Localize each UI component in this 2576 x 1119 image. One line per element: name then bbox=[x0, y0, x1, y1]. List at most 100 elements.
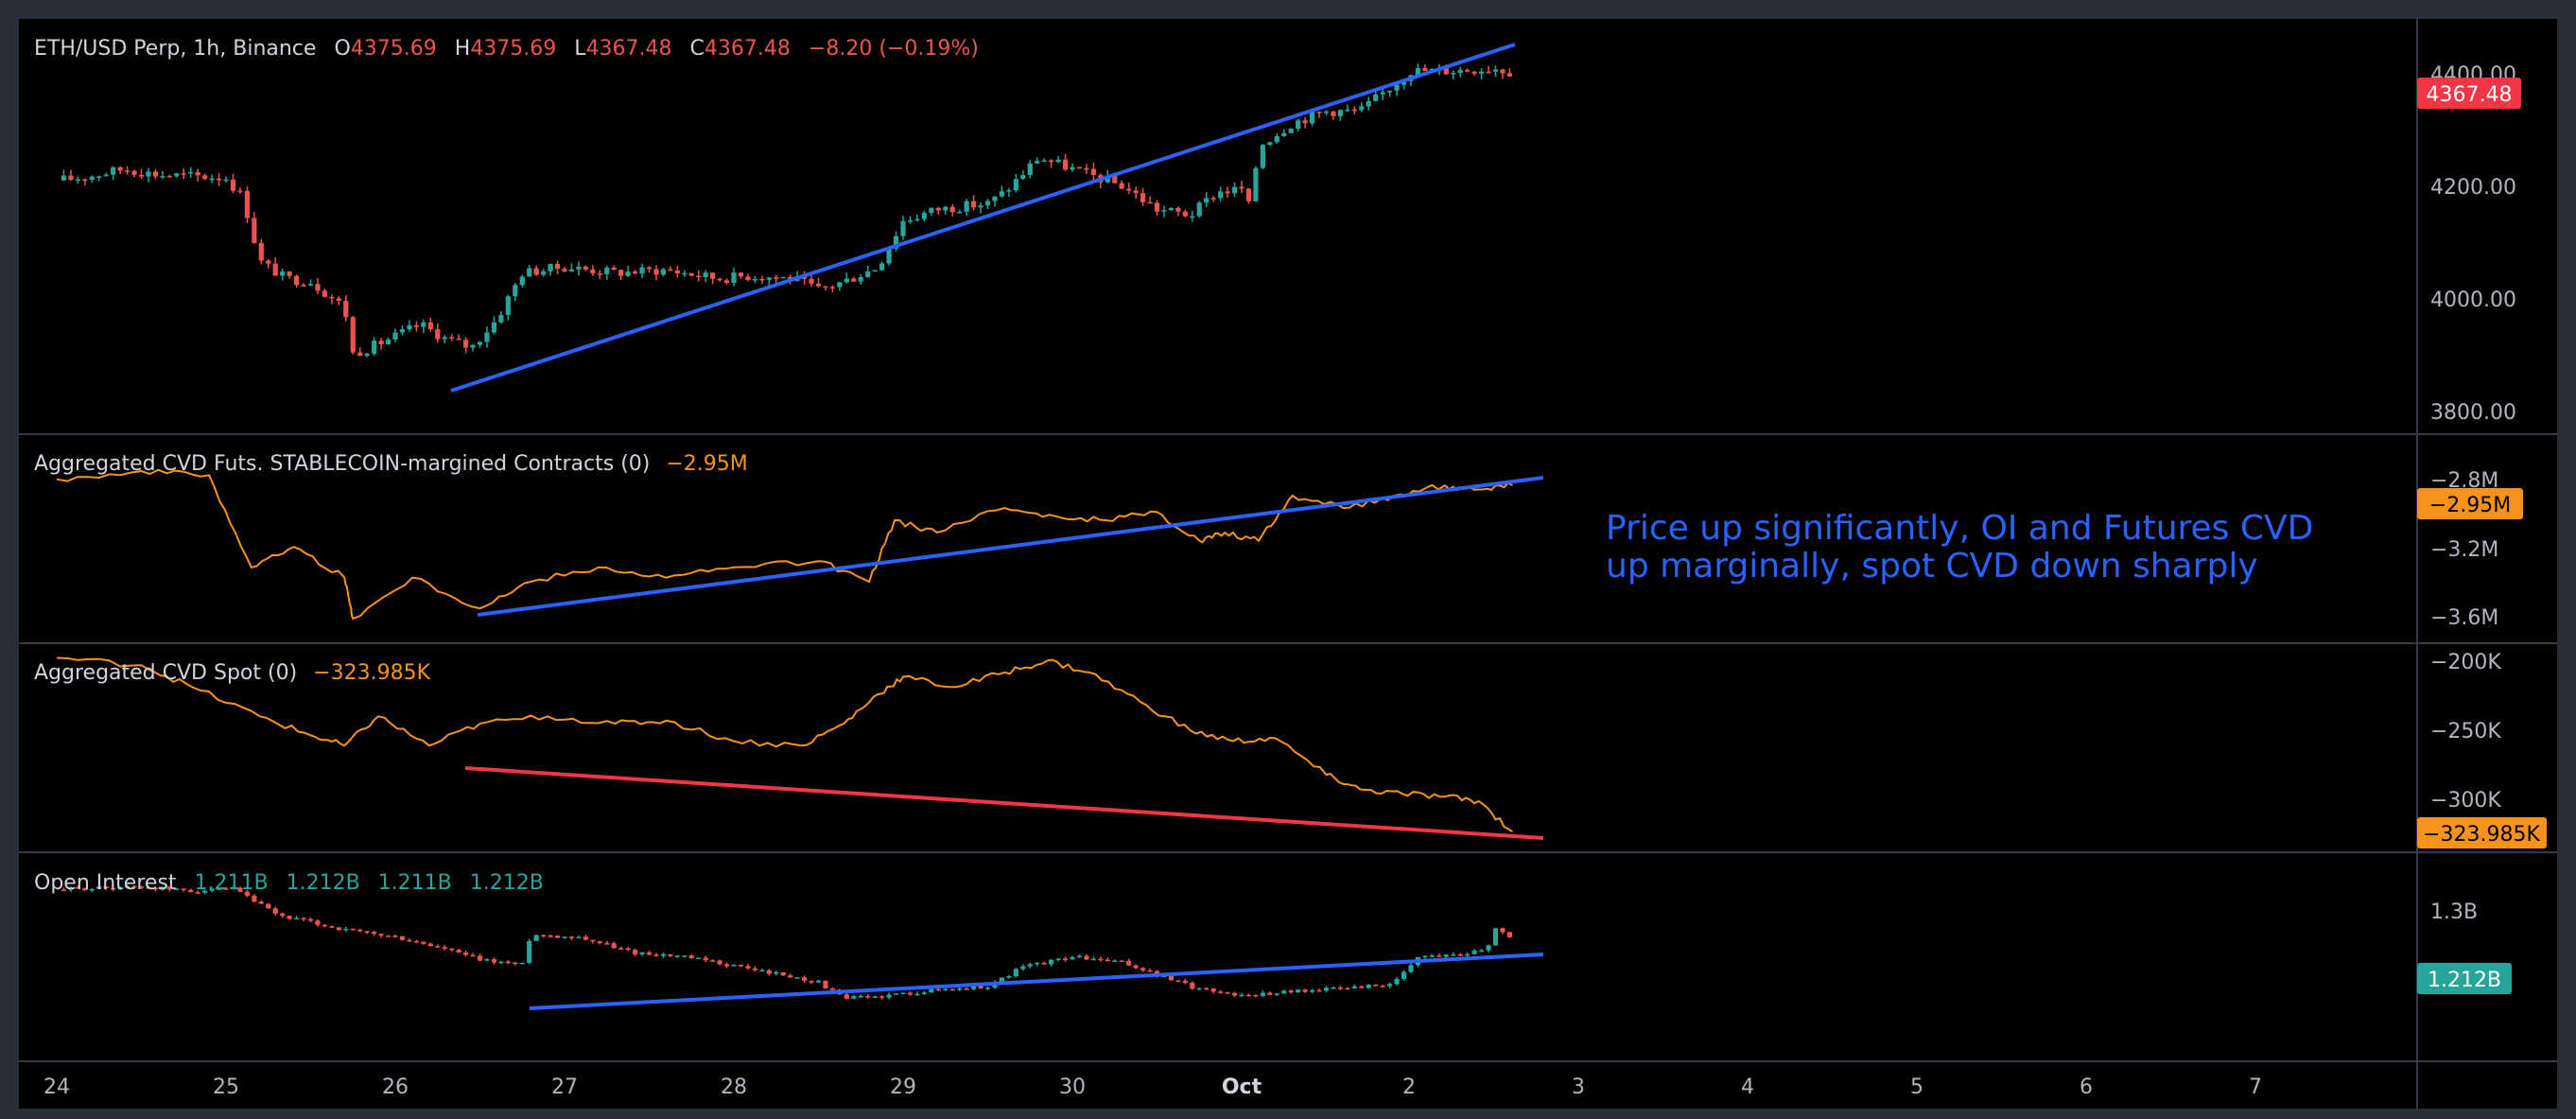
price-candle bbox=[111, 166, 116, 181]
price-candle bbox=[1126, 183, 1132, 194]
open-interest-candle bbox=[421, 941, 426, 945]
open-interest-candle bbox=[865, 993, 871, 999]
open-interest-candle bbox=[1210, 988, 1216, 994]
price-candle bbox=[844, 272, 849, 284]
time-axis[interactable]: 24 25 26 27 28 29 30 Oct 2 3 4 5 6 7 bbox=[44, 1075, 2262, 1099]
price-candle bbox=[1281, 129, 1287, 137]
price-trendline[interactable] bbox=[450, 43, 1516, 393]
price-candle bbox=[1035, 157, 1040, 165]
open-interest-candle bbox=[688, 953, 694, 959]
price-candle bbox=[1182, 209, 1188, 218]
open-interest-candles bbox=[61, 884, 1513, 1000]
price-candle bbox=[568, 263, 575, 272]
open-interest-candle bbox=[1429, 953, 1435, 958]
price-candle bbox=[1345, 104, 1350, 113]
open-interest-trendline[interactable] bbox=[529, 953, 1544, 1010]
price-candle bbox=[731, 268, 737, 287]
spot-cvd-legend: Aggregated CVD Spot (0) −323.985K bbox=[34, 661, 431, 685]
open-interest-low: 1.211B bbox=[378, 871, 452, 895]
spot-cvd-axis[interactable]: −200K −250K −300K bbox=[2430, 651, 2501, 813]
open-interest-candle bbox=[166, 886, 172, 892]
price-candle bbox=[1225, 186, 1230, 198]
price-candle bbox=[548, 263, 553, 276]
price-axis[interactable]: 4400.00 4200.00 4000.00 3800.00 bbox=[2430, 63, 2516, 425]
open-interest-candle bbox=[223, 886, 229, 890]
price-candle bbox=[829, 285, 836, 293]
open-interest-candle bbox=[943, 988, 949, 991]
price-candle bbox=[1451, 70, 1456, 80]
price-candle bbox=[152, 168, 159, 180]
price-candle bbox=[970, 195, 977, 211]
open-interest-candle bbox=[1098, 956, 1104, 962]
open-interest-candle bbox=[1451, 952, 1456, 956]
price-candle bbox=[752, 275, 757, 284]
open-interest-candle bbox=[1267, 991, 1273, 996]
open-interest-candle bbox=[554, 935, 561, 939]
price-candle bbox=[252, 212, 257, 244]
open-interest-candle bbox=[780, 971, 786, 976]
price-candle bbox=[131, 169, 137, 178]
open-interest-candle bbox=[858, 994, 863, 998]
open-interest-candle bbox=[1070, 955, 1075, 960]
price-candle bbox=[146, 167, 151, 183]
price-candle bbox=[1119, 180, 1124, 189]
price-candle bbox=[307, 279, 314, 287]
price-candle bbox=[216, 172, 222, 186]
price-candle bbox=[639, 263, 645, 279]
price-candle bbox=[1006, 187, 1012, 197]
open-interest-candle bbox=[646, 950, 653, 956]
price-candle bbox=[1366, 96, 1371, 111]
spot-cvd-trendline[interactable] bbox=[464, 766, 1544, 840]
price-candle bbox=[625, 266, 631, 278]
open-interest-candle bbox=[181, 888, 186, 892]
low-label: L bbox=[574, 37, 586, 61]
open-interest-title: Open Interest bbox=[34, 871, 177, 895]
price-candle bbox=[957, 209, 963, 214]
price-pane-legend: ETH/USD Perp, 1h, Binance O4375.69 H4375… bbox=[34, 37, 979, 61]
price-candle bbox=[1337, 109, 1344, 121]
open-interest-candle bbox=[301, 917, 306, 922]
open-interest-axis[interactable]: 1.3B bbox=[2430, 900, 2478, 924]
open-interest-candle bbox=[1281, 989, 1287, 994]
price-candle bbox=[160, 170, 165, 180]
price-candle bbox=[646, 266, 653, 273]
open-interest-candle bbox=[562, 936, 567, 939]
open-interest-candle bbox=[604, 940, 610, 945]
price-candle bbox=[498, 310, 504, 324]
price-candle bbox=[696, 270, 702, 282]
price-candle bbox=[209, 174, 215, 184]
price-candle bbox=[174, 172, 180, 178]
futures-cvd-trendline[interactable] bbox=[477, 476, 1544, 617]
price-tick: 4200.00 bbox=[2430, 176, 2516, 200]
open-interest-candle bbox=[625, 947, 631, 952]
price-candle bbox=[442, 335, 447, 344]
price-candle bbox=[1062, 153, 1069, 171]
price-candle bbox=[181, 168, 186, 180]
open-interest-candle bbox=[710, 958, 716, 962]
price-candle bbox=[505, 294, 511, 321]
time-tick: Oct bbox=[1222, 1075, 1262, 1099]
price-candle bbox=[907, 216, 914, 224]
open-interest-candle bbox=[1316, 988, 1322, 992]
price-candle bbox=[477, 341, 483, 348]
open-interest-candle bbox=[674, 955, 680, 958]
price-candle bbox=[1196, 201, 1202, 219]
price-candle bbox=[301, 283, 306, 288]
price-candle bbox=[780, 276, 786, 279]
open-interest-badge: 1.212B bbox=[2417, 963, 2512, 994]
price-candle bbox=[1506, 68, 1513, 77]
price-candle bbox=[1486, 65, 1491, 74]
open-label: O bbox=[334, 37, 350, 61]
price-candle bbox=[1231, 182, 1238, 198]
change-value: −8.20 (−0.19%) bbox=[809, 37, 979, 61]
price-candle bbox=[879, 261, 885, 271]
price-candle bbox=[237, 187, 243, 194]
open-interest-candle bbox=[632, 948, 638, 957]
open-interest-candle bbox=[949, 988, 955, 991]
open-interest-candle bbox=[364, 931, 370, 935]
price-candle bbox=[1316, 111, 1322, 118]
price-candle bbox=[1140, 187, 1146, 206]
price-candle bbox=[632, 270, 638, 274]
open-interest-candle bbox=[230, 885, 236, 890]
